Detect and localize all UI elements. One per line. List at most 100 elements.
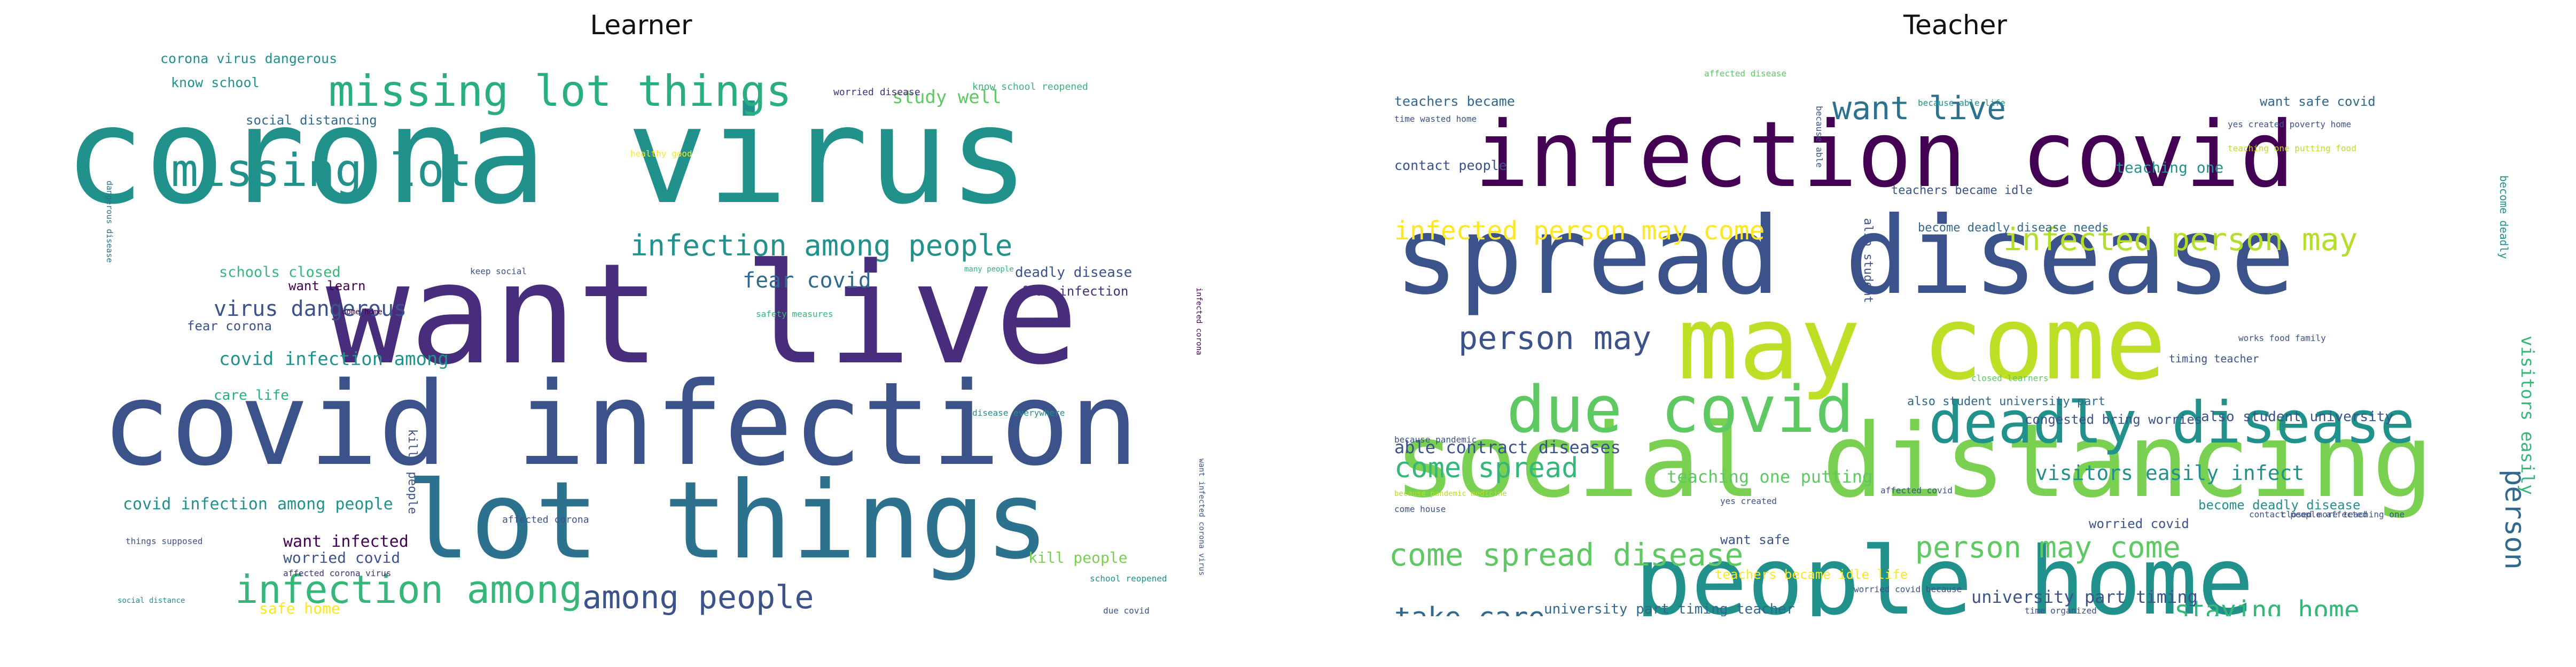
teacher-word-62: affected covid <box>1880 485 1953 495</box>
teacher-word-11: person may <box>1458 320 1651 357</box>
learner-word-35: come home <box>342 308 383 316</box>
teacher-word-5: people home <box>1635 528 2254 616</box>
teacher-word-32: congested bring worries <box>2025 412 2202 427</box>
learner-word-29: know school reopened <box>972 81 1088 92</box>
learner-word-44: social distance <box>118 596 185 605</box>
teacher-word-21: visitors easily <box>2517 336 2538 495</box>
learner-word-25: safe home <box>259 600 340 616</box>
learner-title: Learner <box>590 10 692 41</box>
learner-word-6: missing lot <box>171 144 472 197</box>
teacher-word-41: timing teacher <box>2169 352 2259 365</box>
teacher-word-34: also student university part <box>1907 395 2105 408</box>
teacher-word-46: teaching one putting food <box>2228 143 2356 153</box>
teacher-word-27: contact people <box>1394 158 1507 173</box>
teacher-word-59: because able <box>1814 106 1824 168</box>
teacher-word-40: become deadly <box>2497 175 2510 259</box>
learner-word-11: virus dangerous <box>214 297 407 321</box>
teacher-word-22: visitors easily infect <box>2035 461 2304 485</box>
teacher-word-24: teaching one putting <box>1667 467 1872 487</box>
learner-word-20: fear corona <box>187 319 272 334</box>
learner-word-40: infected corona <box>1195 288 1203 355</box>
teacher-word-8: want live <box>1832 90 2006 127</box>
learner-word-37: kills people <box>405 429 419 514</box>
teacher-word-58: contact people affected <box>2249 509 2368 519</box>
teacher-word-15: staying home <box>2174 595 2360 616</box>
teacher-word-12: come spread disease <box>1389 537 1743 573</box>
teacher-word-39: become deadly disease <box>2198 498 2360 513</box>
learner-word-27: social distancing <box>246 113 377 128</box>
teacher-word-28: teaching one <box>2116 159 2223 176</box>
learner-word-9: among people <box>582 579 814 616</box>
learner-word-14: want infected <box>283 532 409 551</box>
teacher-word-7: deadly disease <box>1929 390 2415 456</box>
teacher-word-63: come house <box>1394 504 1446 514</box>
learner-word-10: fear covid <box>743 268 871 293</box>
teacher-word-42: affected disease <box>1704 68 1786 79</box>
teacher-title: Teacher <box>1903 10 2007 41</box>
teacher-word-31: teachers became idle <box>1891 184 2033 197</box>
teacher-word-3: may come <box>1677 284 2166 402</box>
teacher-word-64: closed learners <box>1971 373 2049 383</box>
teacher-word-37: teachers became idle life <box>1715 567 1908 582</box>
learner-word-7: infection among people <box>630 229 1012 262</box>
learner-word-21: care life <box>214 387 289 404</box>
learner-word-16: study well <box>892 87 1002 108</box>
teacher-word-44: works food family <box>2238 333 2326 343</box>
teacher-word-55: because able life <box>1918 98 2005 108</box>
learner-word-8: infection among <box>235 567 582 612</box>
teacher-word-54: time wasted home <box>1394 114 1477 124</box>
learner-word-30: healthy good <box>630 149 692 159</box>
teacher-word-47: yes created poverty home <box>2228 119 2351 129</box>
teacher-word-29: want safe covid <box>2260 94 2376 109</box>
learner-word-43: due covid <box>1103 606 1150 616</box>
learner-word-32: keep social <box>470 266 527 276</box>
teacher-word-43: because pandemic <box>1394 435 1477 445</box>
learner-word-48: want infected corona virus <box>1197 459 1206 576</box>
learner-word-13: covid infection among people <box>123 495 393 514</box>
learner-word-1: corona virus <box>64 78 1029 234</box>
learner-word-36: disease everywhere <box>972 408 1065 418</box>
learner-word-18: schools closed <box>219 264 341 281</box>
teacher-word-14: take care <box>1394 602 1545 616</box>
learner-word-22: deadly disease <box>1015 265 1132 281</box>
teacher-word-4: social distancing <box>1394 402 2433 520</box>
teacher-word-30: become deadly disease needs <box>1918 221 2109 235</box>
teacher-word-9: infected person may come <box>1394 216 1765 246</box>
teacher-word-20: person <box>2499 469 2531 570</box>
learner-word-38: affected corona <box>502 514 589 525</box>
learner-word-5: missing lot things <box>329 66 792 116</box>
learner-word-17: know school <box>171 75 260 90</box>
teacher-word-1: infection covid <box>1474 102 2294 208</box>
teacher-word-26: teachers became <box>1394 94 1515 109</box>
teacher-word-56: because pandemic medicine <box>1394 490 1507 498</box>
teacher-word-45: also student <box>1861 218 1875 303</box>
learner-word-3: covid infection <box>102 357 1139 491</box>
teacher-word-6: due covid <box>1506 373 1854 447</box>
teacher-word-10: infected person may <box>2003 221 2358 258</box>
teacher-word-36: university part timing <box>1971 587 2198 607</box>
learner-word-39: affected corona virus <box>283 568 391 578</box>
teacher-word-2: spread disease <box>1394 194 2295 319</box>
learner-word-31: dangerous disease <box>105 181 114 263</box>
learner-word-15: worried covid <box>283 549 400 567</box>
learner-word-24: kill people <box>1028 549 1127 567</box>
learner-word-34: safety measures <box>756 309 833 319</box>
learner-word-23: fear infection <box>1020 284 1128 299</box>
teacher-word-50: closed more teaching one <box>2281 509 2405 519</box>
teacher-word-57: yes created <box>1720 496 1777 506</box>
learner-word-41: things supposed <box>126 536 203 546</box>
teacher-word-13: person may come <box>1915 530 2181 564</box>
learner-word-28: worried disease <box>833 87 920 98</box>
learner-word-26: corona virus dangerous <box>160 51 337 66</box>
teacher-word-23: able contract diseases <box>1394 437 1621 457</box>
learner-word-4: lot things <box>406 459 1049 583</box>
teacher-word-35: university part timing teacher <box>1544 601 1795 616</box>
teacher-word-48: want safe <box>1720 532 1790 547</box>
teacher-word-53: time organized <box>2025 606 2097 616</box>
teacher-word-33: also student university <box>2201 409 2393 425</box>
teacher-word-61: worried covid because <box>1854 584 1962 594</box>
teacher-word-18: come spread <box>1394 452 1578 484</box>
learner-word-33: many people <box>964 265 1014 274</box>
